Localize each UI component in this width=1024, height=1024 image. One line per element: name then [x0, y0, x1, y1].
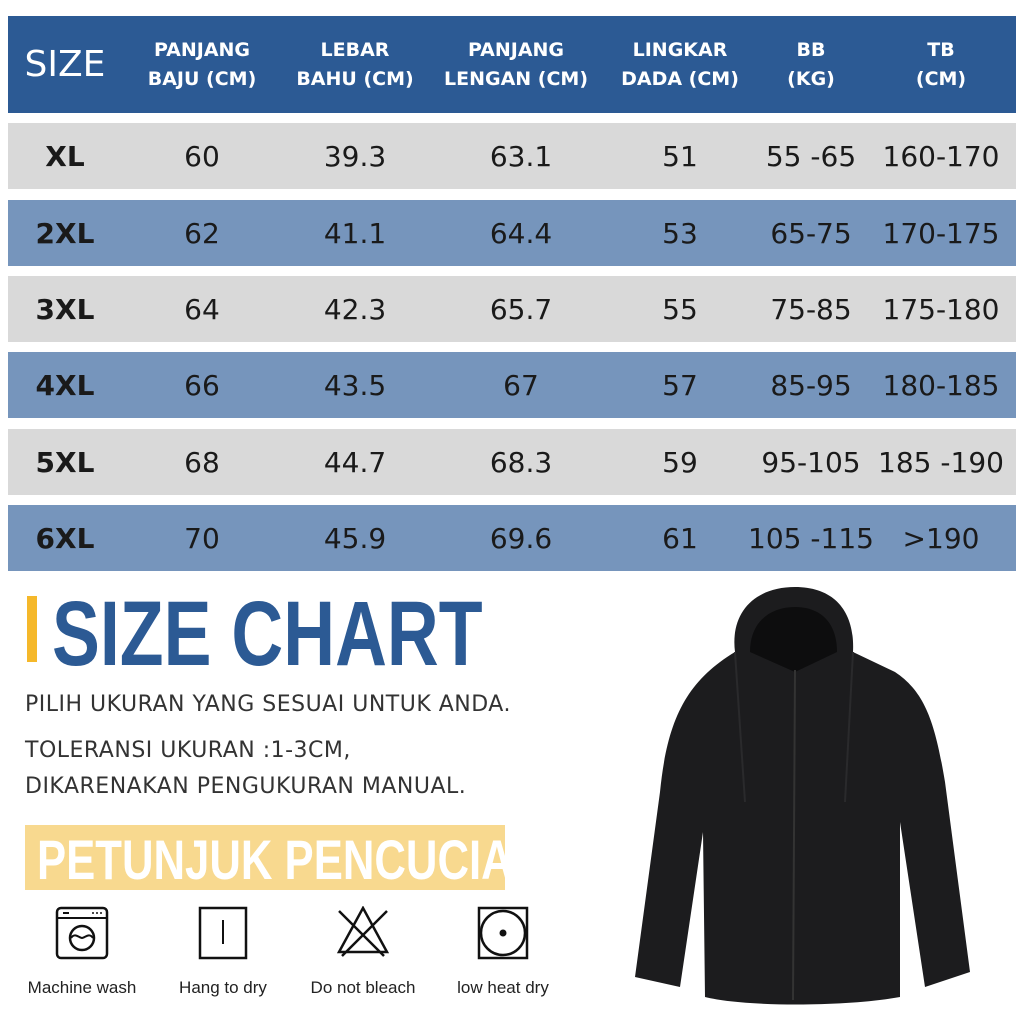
cell-panjang-lengan: 63.1 [489, 139, 553, 173]
cell-lebar-bahu: 41.1 [323, 216, 387, 250]
note-manual: DIKARENAKAN PENGUKURAN MANUAL. [25, 774, 467, 799]
cell-bb: 105 -115 [748, 521, 874, 555]
hoodie-image [635, 587, 970, 1005]
cell-bb: 65-75 [770, 216, 852, 250]
care-machine-wash: Machine wash [7, 906, 157, 998]
cell-lebar-bahu: 43.5 [323, 368, 387, 402]
cell-panjang-baju: 64 [184, 292, 220, 326]
cell-lebar-bahu: 44.7 [323, 445, 387, 479]
cell-lingkar-dada: 57 [662, 368, 698, 402]
table-row: 5XL 68 44.7 68.3 59 95-105 185 -190 [8, 429, 1016, 495]
header-bb: BB (KG) [787, 38, 835, 90]
cell-bb: 75-85 [770, 292, 852, 326]
cell-tb: 175-180 [882, 292, 1000, 326]
cell-lingkar-dada: 59 [662, 445, 698, 479]
table-row: 3XL 64 42.3 65.7 55 75-85 175-180 [8, 276, 1016, 342]
cell-lebar-bahu: 45.9 [323, 521, 387, 555]
do-not-bleach-icon [336, 906, 390, 957]
care-label: low heat dry [457, 978, 549, 997]
header-tb: TB (CM) [915, 38, 967, 90]
cell-bb: 85-95 [770, 368, 852, 402]
header-lingkar-dada: LINGKAR DADA (CM) [621, 38, 739, 90]
cell-lingkar-dada: 51 [662, 139, 698, 173]
cell-panjang-baju: 68 [184, 445, 220, 479]
cell-tb: 160-170 [882, 139, 1000, 173]
hang-to-dry-icon [198, 906, 248, 960]
cell-panjang-lengan: 69.6 [489, 521, 553, 555]
care-label: Machine wash [27, 978, 137, 997]
cell-lebar-bahu: 42.3 [323, 292, 387, 326]
cell-size: 4XL [35, 368, 95, 402]
cell-panjang-lengan: 65.7 [489, 292, 553, 326]
care-low-heat-dry: low heat dry [428, 906, 578, 998]
cell-size: XL [45, 139, 85, 173]
cell-panjang-baju: 70 [184, 521, 220, 555]
cell-tb: 185 -190 [878, 445, 1004, 479]
cell-lingkar-dada: 53 [662, 216, 698, 250]
cell-size: 2XL [35, 216, 95, 250]
cell-tb: 170-175 [882, 216, 1000, 250]
cell-lingkar-dada: 61 [662, 521, 698, 555]
table-row: 2XL 62 41.1 64.4 53 65-75 170-175 [8, 200, 1016, 266]
cell-tb: >190 [902, 521, 980, 555]
low-heat-dry-icon [477, 906, 529, 960]
cell-size: 3XL [35, 292, 95, 326]
cell-panjang-lengan: 68.3 [489, 445, 553, 479]
header-size: SIZE [24, 44, 106, 85]
cell-panjang-lengan: 67 [503, 368, 539, 402]
cell-tb: 180-185 [882, 368, 1000, 402]
cell-panjang-lengan: 64.4 [489, 216, 553, 250]
cell-lingkar-dada: 55 [662, 292, 698, 326]
washing-title: PETUNJUK PENCUCIAN [37, 828, 545, 891]
care-do-not-bleach: Do not bleach [288, 906, 438, 998]
accent-bar [27, 596, 37, 662]
table-row: 4XL 66 43.5 67 57 85-95 180-185 [8, 352, 1016, 418]
cell-bb: 95-105 [761, 445, 861, 479]
care-hang-to-dry: Hang to dry [148, 906, 298, 998]
cell-panjang-baju: 60 [184, 139, 220, 173]
washing-banner: PETUNJUK PENCUCIAN [25, 825, 544, 891]
table-row: 6XL 70 45.9 69.6 61 105 -115 >190 [8, 505, 1016, 571]
header-panjang-lengan: PANJANG LENGAN (CM) [443, 38, 589, 90]
cell-panjang-baju: 62 [184, 216, 220, 250]
cell-lebar-bahu: 39.3 [323, 139, 387, 173]
table-row: XL 60 39.3 63.1 51 55 -65 160-170 [8, 123, 1016, 189]
cell-bb: 55 -65 [765, 139, 857, 173]
cell-size: 5XL [35, 445, 95, 479]
care-label: Do not bleach [310, 978, 416, 997]
machine-wash-icon [55, 906, 109, 960]
care-label: Hang to dry [179, 978, 267, 997]
header-lebar-bahu: LEBAR BAHU (CM) [296, 38, 414, 90]
note-choose-size: PILIH UKURAN YANG SESUAI UNTUK ANDA. [25, 692, 511, 717]
table-header: SIZE PANJANG BAJU (CM) LEBAR BAHU (CM) PAN… [8, 16, 1016, 113]
page-title: SIZE CHART [52, 583, 483, 685]
cell-panjang-baju: 66 [184, 368, 220, 402]
note-tolerance: TOLERANSI UKURAN :1-3CM, [25, 738, 351, 763]
header-panjang-baju: PANJANG BAJU (CM) [147, 38, 257, 90]
cell-size: 6XL [35, 521, 95, 555]
